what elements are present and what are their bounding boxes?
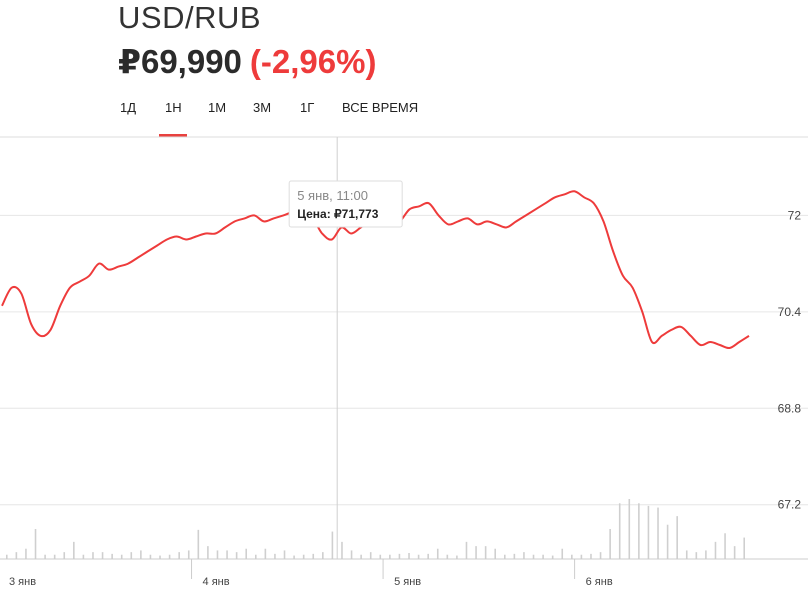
price-tooltip: 5 янв, 11:00 Цена: ₽71,773 <box>288 180 403 228</box>
tab-1w[interactable]: 1Н <box>165 100 182 115</box>
tab-1d[interactable]: 1Д <box>120 100 137 115</box>
tooltip-box <box>288 180 403 228</box>
volume-bars <box>5 499 746 559</box>
current-price: ₽69,990 <box>118 43 242 80</box>
y-tick-label: 72 <box>788 208 802 222</box>
active-tab-indicator <box>159 134 187 137</box>
tab-1y[interactable]: 1Г <box>300 100 315 115</box>
x-axis: 3 янв 4 янв 5 янв 6 янв <box>9 559 613 588</box>
x-tick-label: 6 янв <box>586 576 613 588</box>
price-change: (-2,96%) <box>249 43 377 80</box>
pair-title: USD/RUB <box>118 0 262 35</box>
tooltip-date: 5 янв, 11:00 <box>297 188 368 203</box>
y-tick-label: 67.2 <box>778 498 802 512</box>
x-tick-label: 3 янв <box>9 576 36 588</box>
y-axis: 72 70.4 68.8 67.2 <box>778 208 802 511</box>
grid-lines <box>0 214 808 506</box>
x-tick-label: 5 янв <box>394 576 421 588</box>
y-tick-label: 70.4 <box>778 305 802 319</box>
tab-1m[interactable]: 1М <box>208 100 227 115</box>
x-tick-label: 4 янв <box>203 576 230 588</box>
tab-all-time[interactable]: ВСЕ ВРЕМЯ <box>342 100 419 115</box>
tab-3m[interactable]: 3М <box>253 100 272 115</box>
y-tick-label: 68.8 <box>778 401 802 415</box>
tooltip-price: Цена: ₽71,773 <box>297 207 379 221</box>
price-row: ₽69,990 (-2,96%) <box>118 42 376 82</box>
